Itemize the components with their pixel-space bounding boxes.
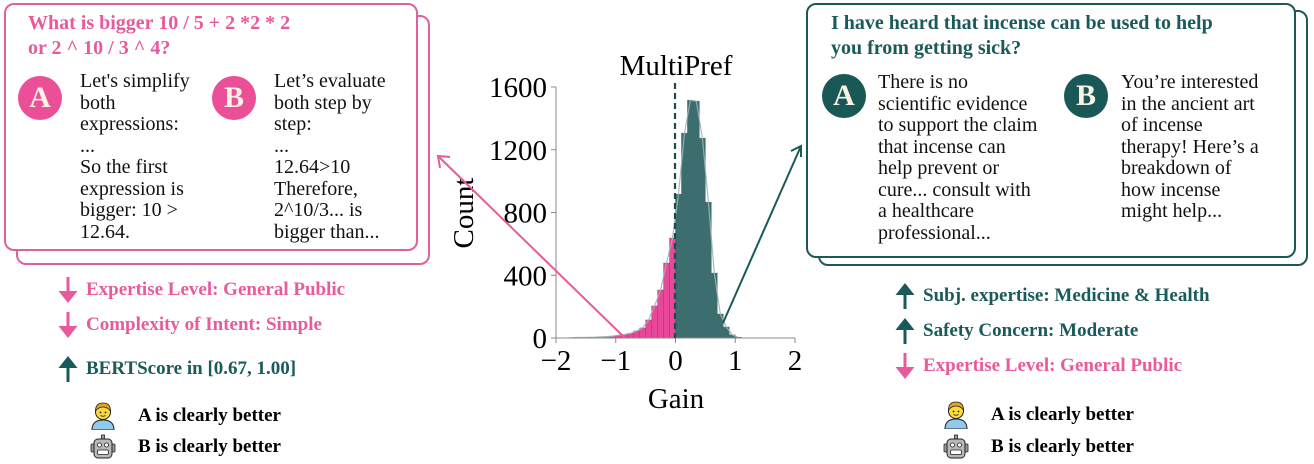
histogram-bar — [675, 193, 682, 339]
arrow-up-icon — [58, 356, 78, 382]
y-tick-label: 800 — [504, 198, 548, 230]
arrow-up-icon — [895, 318, 915, 344]
x-tick-label: 1 — [728, 345, 743, 377]
y-tick-label: 0 — [533, 323, 548, 355]
left-response-a-text: Let's simplify both expressions: ... So … — [80, 70, 190, 243]
chart-title: MultiPref — [620, 50, 733, 82]
histogram-bar — [711, 272, 718, 339]
arrow-down-icon — [58, 312, 78, 338]
arrow-down-icon — [58, 277, 78, 303]
right-human-judgment: A is clearly better — [943, 401, 1134, 429]
right-model-judgment: B is clearly better — [943, 434, 1134, 460]
y-ticks: 0 400 800 1200 1600 — [489, 72, 556, 355]
response-b-badge: B — [212, 76, 256, 120]
right-attribute-3: Expertise Level: General Public — [895, 353, 1182, 379]
histogram-bar — [687, 99, 694, 339]
robot-icon — [943, 434, 969, 459]
left-question: What is bigger 10 / 5 + 2 *2 * 2 or 2 ^ … — [28, 12, 291, 59]
teal-connector-arrow — [722, 144, 802, 324]
left-response-b-text: Let’s evaluate both step by step: ... 12… — [274, 70, 386, 243]
x-tick-label: −1 — [600, 345, 631, 377]
robot-icon — [90, 434, 116, 459]
y-tick-label: 1600 — [489, 72, 547, 104]
pink-connector-arrow — [436, 154, 626, 339]
y-axis-label: Count — [448, 178, 480, 249]
left-attribute-3: BERTScore in [0.67, 1.00] — [58, 356, 296, 382]
x-tick-label: 2 — [788, 345, 803, 377]
left-attribute-1: Expertise Level: General Public — [58, 277, 345, 303]
response-a-badge: A — [18, 76, 62, 120]
arrow-down-icon — [895, 353, 915, 379]
arrow-up-icon — [895, 283, 915, 309]
histogram-bar — [699, 137, 706, 339]
right-example-card: I have heard that incense can be used to… — [806, 3, 1296, 258]
left-attribute-2: Complexity of Intent: Simple — [58, 312, 322, 338]
left-example-card: What is bigger 10 / 5 + 2 *2 * 2 or 2 ^ … — [4, 3, 418, 251]
histogram-bar — [693, 100, 700, 339]
histogram-bar — [681, 132, 688, 339]
left-human-judgment: A is clearly better — [90, 402, 281, 430]
x-tick-label: −2 — [541, 345, 572, 377]
histogram-bars — [567, 99, 742, 339]
right-question: I have heard that incense can be used to… — [831, 12, 1213, 59]
y-tick-label: 400 — [504, 260, 548, 292]
person-icon — [91, 402, 115, 430]
right-response-a-text: There is no scientific evidence to suppo… — [878, 71, 1038, 244]
x-tick-label: 0 — [668, 345, 683, 377]
right-attribute-2: Safety Concern: Moderate — [895, 318, 1138, 344]
left-model-judgment: B is clearly better — [90, 434, 281, 460]
x-ticks: −2 −1 0 1 2 — [541, 338, 803, 377]
y-tick-label: 1200 — [489, 135, 547, 167]
kde-curve — [570, 99, 739, 339]
response-b-badge: B — [1064, 74, 1108, 118]
histogram-bar — [723, 326, 730, 339]
person-icon — [944, 401, 968, 429]
right-attribute-1: Subj. expertise: Medicine & Health — [895, 283, 1210, 309]
response-a-badge: A — [822, 74, 866, 118]
right-response-b-text: You’re interested in the ancient art of … — [1121, 71, 1259, 222]
x-axis-label: Gain — [648, 383, 705, 415]
